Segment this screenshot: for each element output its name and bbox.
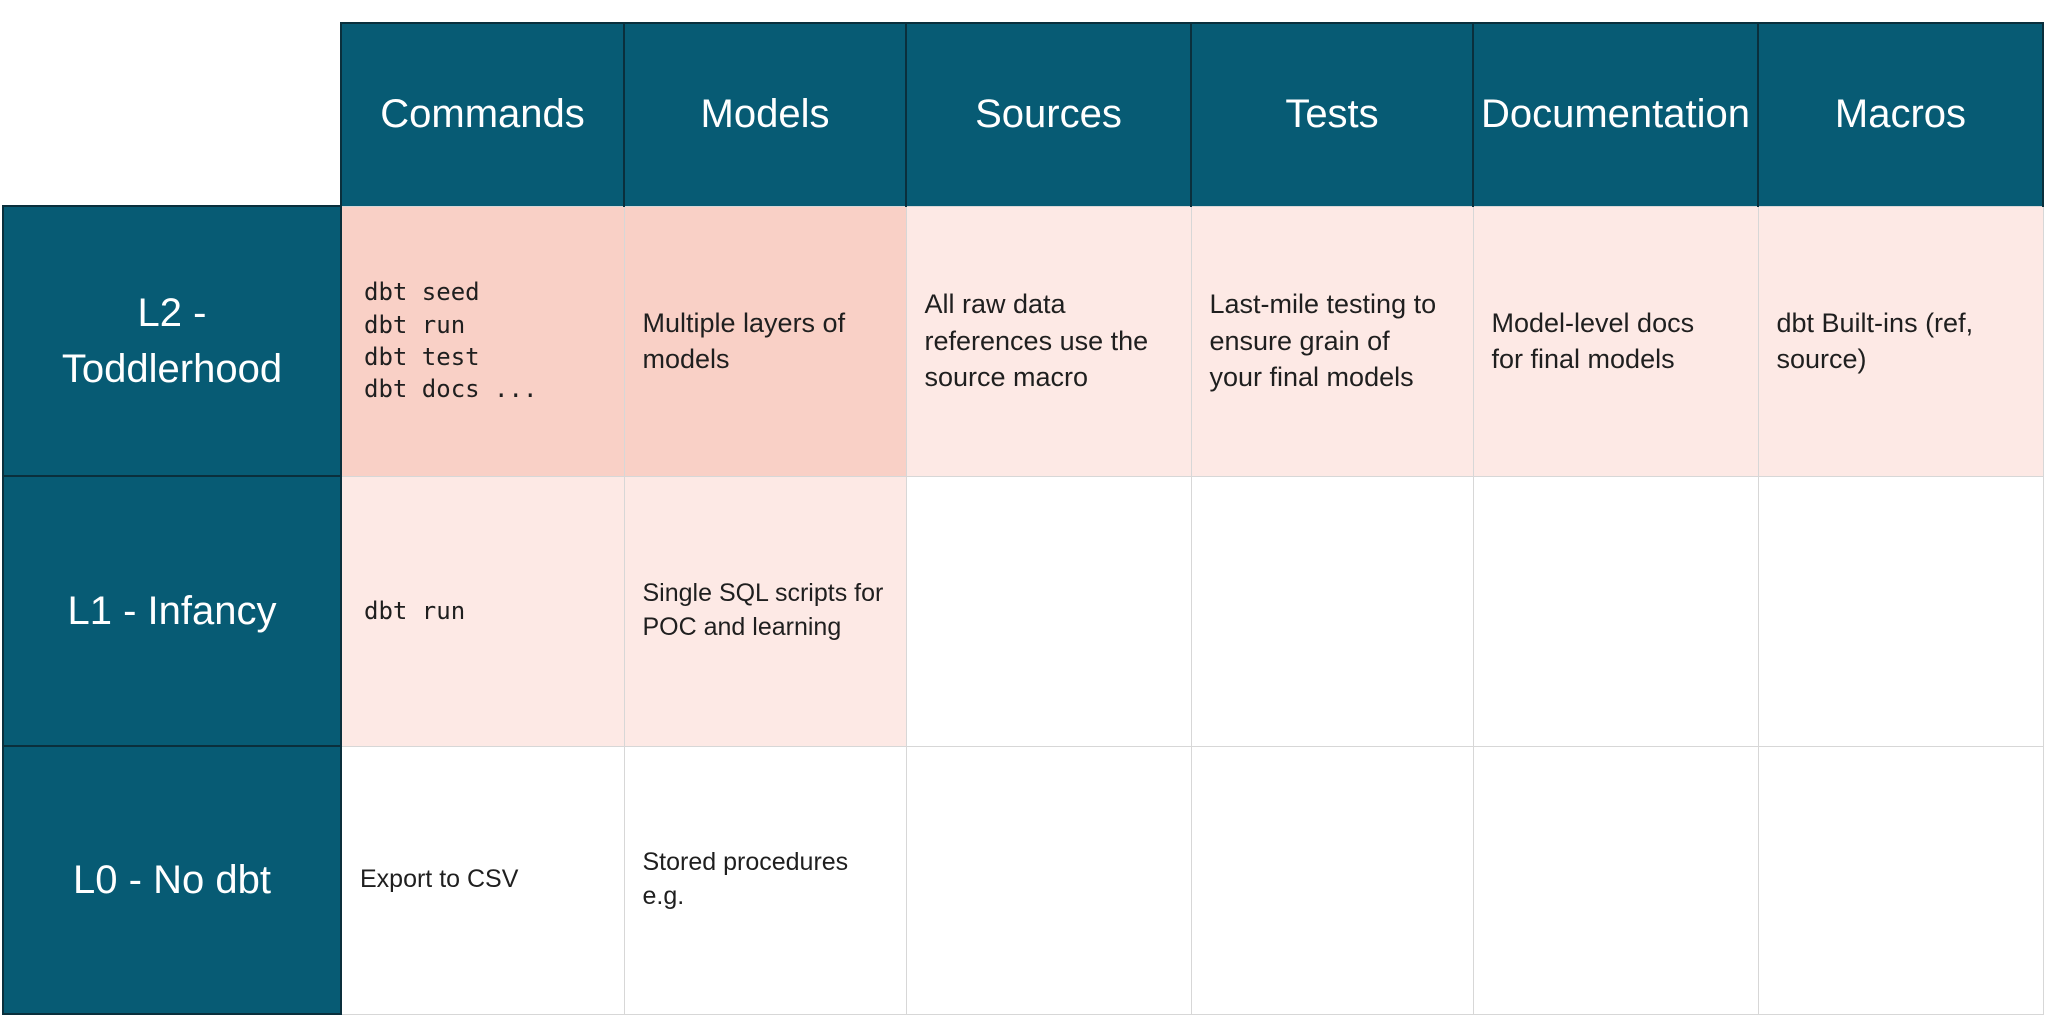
cell-l2-macros: dbt Built-ins (ref, source)	[1757, 205, 2044, 477]
column-header-macros: Macros	[1757, 22, 2044, 207]
row-header-l2-toddlerhood: L2 - Toddlerhood	[2, 205, 342, 477]
cell-l2-tests: Last-mile testing to ensure grain of you…	[1190, 205, 1474, 477]
cell-l0-sources	[905, 745, 1192, 1015]
cell-l1-commands: dbt run	[340, 475, 625, 747]
cell-l1-macros	[1757, 475, 2044, 747]
table-row-l1: L1 - Infancy dbt run Single SQL scripts …	[2, 475, 2044, 747]
column-header-sources: Sources	[905, 22, 1192, 207]
row-header-l0-no-dbt: L0 - No dbt	[2, 745, 342, 1015]
column-header-commands: Commands	[340, 22, 625, 207]
cell-l0-commands: Export to CSV	[340, 745, 625, 1015]
cell-l1-documentation	[1472, 475, 1759, 747]
cell-l0-documentation	[1472, 745, 1759, 1015]
row-header-l1-infancy: L1 - Infancy	[2, 475, 342, 747]
column-header-tests: Tests	[1190, 22, 1474, 207]
cell-l2-commands: dbt seed dbt run dbt test dbt docs ...	[340, 205, 625, 477]
column-header-documentation: Documentation	[1472, 22, 1759, 207]
cell-l1-sources	[905, 475, 1192, 747]
cell-l2-sources: All raw data references use the source m…	[905, 205, 1192, 477]
column-header-models: Models	[623, 22, 907, 207]
cell-l0-models: Stored procedures e.g.	[623, 745, 907, 1015]
cell-l2-documentation: Model-level docs for final models	[1472, 205, 1759, 477]
table-row-l0: L0 - No dbt Export to CSV Stored procedu…	[2, 745, 2044, 1015]
header-row: Commands Models Sources Tests Documentat…	[3, 22, 2044, 207]
corner-cell	[3, 23, 341, 206]
cell-l1-tests	[1190, 475, 1474, 747]
maturity-table: Commands Models Sources Tests Documentat…	[2, 22, 2044, 1015]
cell-l1-models: Single SQL scripts for POC and learning	[623, 475, 907, 747]
table-row-l2: L2 - Toddlerhood dbt seed dbt run dbt te…	[2, 205, 2044, 477]
cell-l2-models: Multiple layers of models	[623, 205, 907, 477]
cell-l0-macros	[1757, 745, 2044, 1015]
cell-l0-tests	[1190, 745, 1474, 1015]
